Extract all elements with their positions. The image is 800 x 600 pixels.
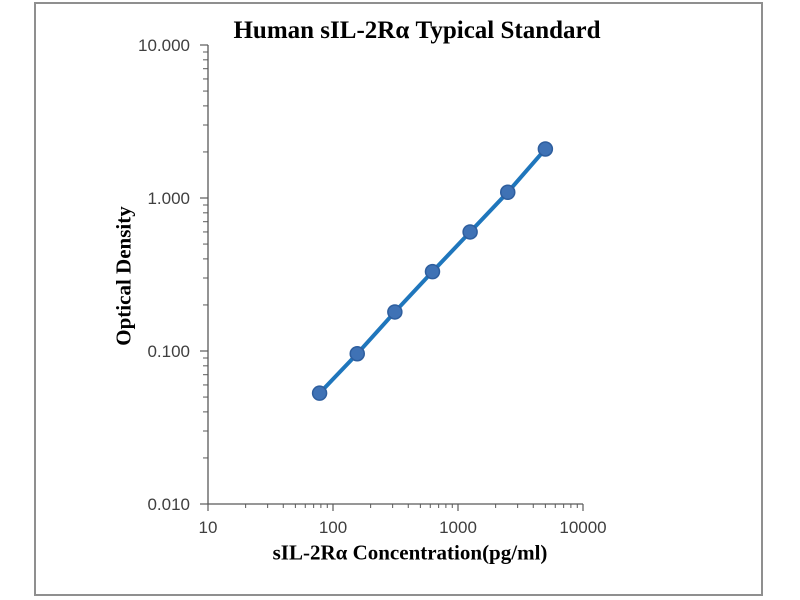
data-point [311,385,328,401]
chart-title: Human sIL-2Rα Typical Standard [233,17,601,44]
x-tick-label: 10000 [559,518,606,537]
data-point [499,184,516,201]
y-tick-label: 10.000 [138,36,190,55]
y-tick-label: 0.010 [147,495,190,514]
y-axis-title: Optical Density [111,206,136,346]
data-point [424,263,441,280]
x-axis-title: sIL-2Rα Concentration(pg/ml) [272,540,548,565]
x-tick-label: 10 [199,518,218,537]
y-tick-label: 1.000 [147,189,190,208]
data-point [387,304,403,320]
data-point [462,224,478,240]
x-tick-label: 1000 [439,518,477,537]
data-point [537,141,554,157]
data-point [349,345,365,362]
y-tick-label: 0.100 [147,342,190,361]
x-tick-label: 100 [319,518,347,537]
chart-frame [34,2,763,596]
